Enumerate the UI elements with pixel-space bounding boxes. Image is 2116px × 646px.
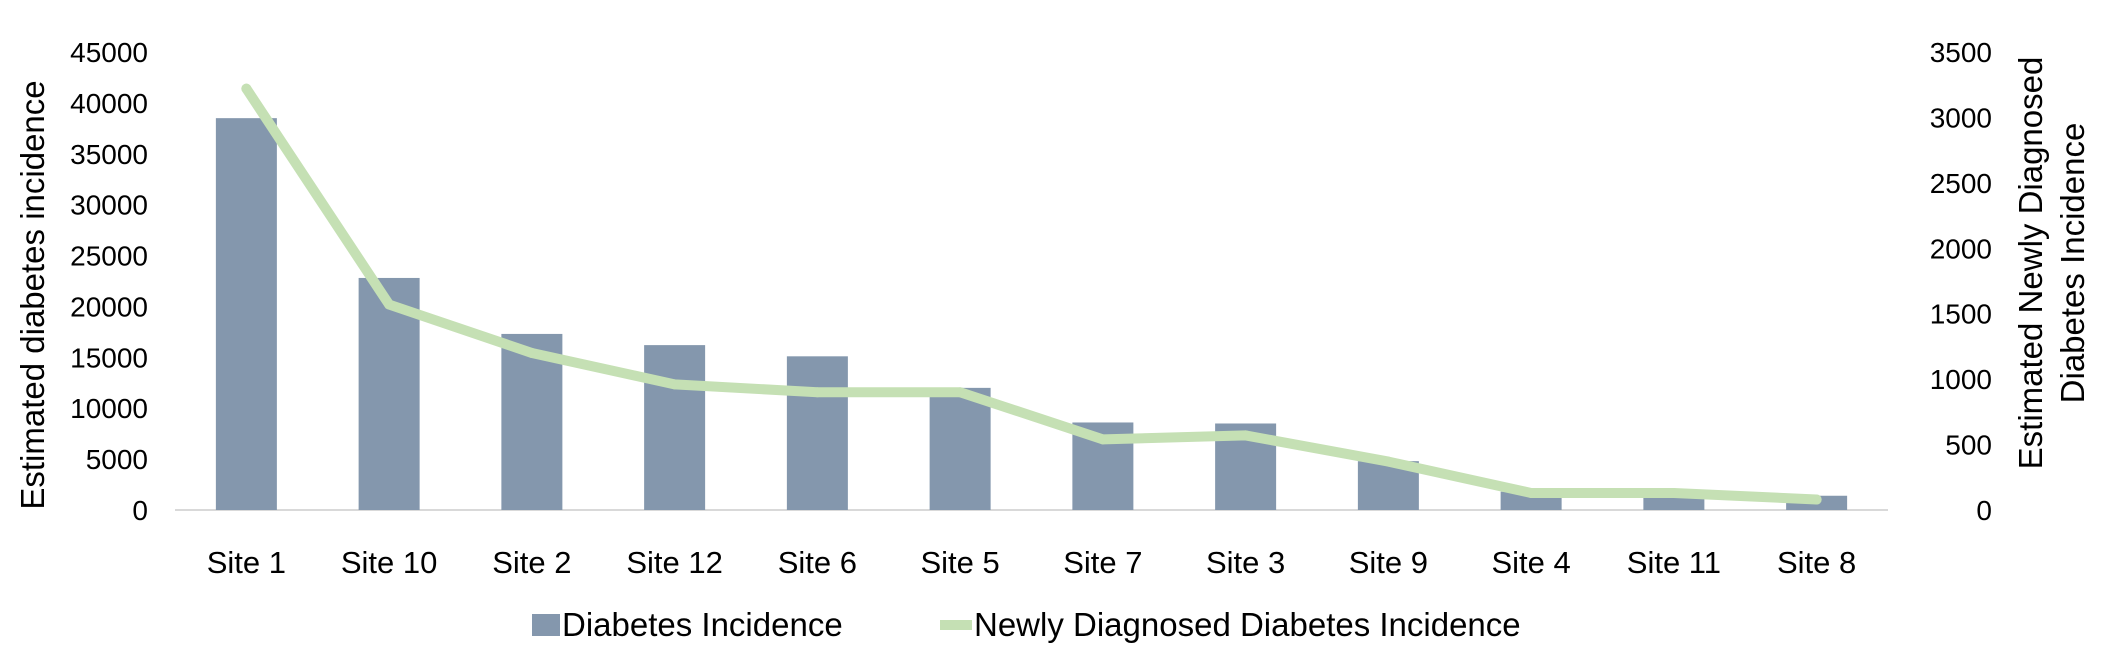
- category-label: Site 4: [1491, 545, 1570, 580]
- right-tick-label: 0: [1976, 495, 1992, 526]
- left-tick-label: 25000: [70, 241, 148, 272]
- category-label: Site 1: [207, 545, 286, 580]
- legend-line-label: Newly Diagnosed Diabetes Incidence: [974, 606, 1521, 643]
- line-point: [812, 387, 823, 398]
- right-axis-title: Estimated Newly Diagnosed Diabetes Incid…: [2012, 57, 2091, 470]
- right-axis-title-line-1: Estimated Newly Diagnosed: [2012, 57, 2049, 470]
- left-tick-label: 15000: [70, 342, 148, 373]
- category-labels: Site 1 Site 10 Site 2 Site 12 Site 6 Site 5 Si…: [207, 545, 1857, 580]
- left-axis-ticks: 0 5000 10000 15000 20000 25000 30000 35000 40000…: [70, 37, 148, 526]
- bar: [215, 118, 277, 511]
- left-tick-label: 5000: [86, 444, 148, 475]
- category-label: Site 5: [920, 545, 999, 580]
- left-axis-title: Estimated diabetes incidence: [14, 80, 51, 509]
- bar: [501, 333, 563, 510]
- bar-series: [215, 118, 1848, 511]
- category-label: Site 12: [626, 545, 723, 580]
- line-point: [1811, 494, 1822, 505]
- bar: [786, 356, 848, 510]
- line-point: [241, 83, 252, 94]
- line-point: [1097, 434, 1108, 445]
- right-tick-label: 1000: [1930, 364, 1992, 395]
- left-tick-label: 40000: [70, 88, 148, 119]
- category-label: Site 6: [778, 545, 857, 580]
- category-label: Site 7: [1063, 545, 1142, 580]
- right-tick-label: 3500: [1930, 37, 1992, 68]
- bar: [644, 345, 706, 510]
- right-axis-title-line-2: Diabetes Incidence: [2054, 123, 2091, 404]
- line-point: [1668, 487, 1679, 498]
- left-tick-label: 10000: [70, 393, 148, 424]
- right-tick-label: 2500: [1930, 168, 1992, 199]
- left-tick-label: 35000: [70, 139, 148, 170]
- right-axis-ticks: 0 500 1000 1500 2000 2500 3000 3500: [1930, 37, 1992, 526]
- left-tick-label: 30000: [70, 190, 148, 221]
- category-label: Site 10: [341, 545, 438, 580]
- left-tick-label: 45000: [70, 37, 148, 68]
- line-point: [526, 347, 537, 358]
- category-label: Site 11: [1627, 545, 1721, 580]
- line-point: [955, 387, 966, 398]
- line-point: [1240, 430, 1251, 441]
- category-label: Site 3: [1206, 545, 1285, 580]
- category-label: Site 8: [1777, 545, 1856, 580]
- line-series: [241, 83, 1822, 505]
- series-line: [241, 83, 1822, 505]
- category-label: Site 2: [492, 545, 571, 580]
- legend-bar-swatch: [532, 614, 560, 636]
- line-point: [384, 299, 395, 310]
- line-point: [669, 379, 680, 390]
- right-tick-label: 2000: [1930, 233, 1992, 264]
- line-point: [1526, 487, 1537, 498]
- left-tick-label: 0: [132, 495, 148, 526]
- right-tick-label: 3000: [1930, 102, 1992, 133]
- right-tick-label: 500: [1945, 430, 1992, 461]
- line-point: [1383, 456, 1394, 467]
- bar: [929, 387, 991, 510]
- legend-bar-label: Diabetes Incidence: [562, 606, 843, 643]
- left-tick-label: 20000: [70, 291, 148, 322]
- legend: Diabetes Incidence Newly Diagnosed Diabe…: [532, 606, 1521, 643]
- right-tick-label: 1500: [1930, 299, 1992, 330]
- category-label: Site 9: [1349, 545, 1428, 580]
